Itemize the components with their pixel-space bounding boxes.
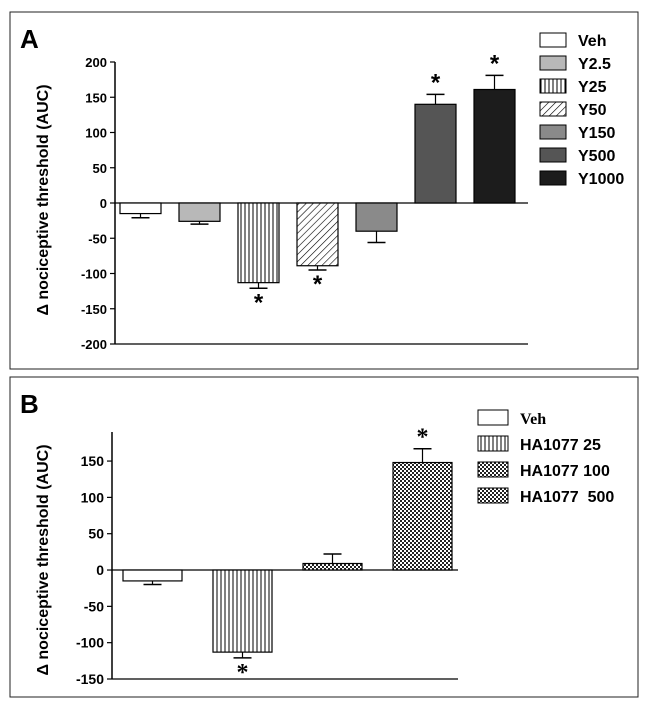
panel-a-bar xyxy=(296,202,339,267)
panel-a-bar xyxy=(119,202,162,215)
panel-b-y-tick-label: -50 xyxy=(84,598,104,614)
panel-b-label: B xyxy=(20,389,39,419)
panel-a-legend-swatch xyxy=(539,170,567,186)
panel-a-bar xyxy=(178,202,221,222)
panel-a-y-tick-label: 150 xyxy=(85,90,107,105)
panel-a-y-tick-label: 100 xyxy=(85,126,107,141)
panel-a-legend-swatch xyxy=(539,124,567,140)
panel-b-significance-star: * xyxy=(237,660,249,686)
panel-b-legend-swatch xyxy=(477,487,509,504)
panel-b-y-tick-label: -100 xyxy=(76,635,104,651)
panel-b-legend-label: HA1077 500 xyxy=(520,489,614,506)
panel-b-bars: ** xyxy=(122,425,453,686)
panel-b: B Δ nociceptive threshold (AUC) -150 -100… xyxy=(9,376,639,698)
panel-a-y-tick-label: -150 xyxy=(81,302,107,317)
panel-b-y-tick-label: 100 xyxy=(81,489,105,505)
panel-a-y-tick-label: -200 xyxy=(81,337,107,352)
panel-b-y-tick-label: 0 xyxy=(96,562,104,578)
panel-a-bar xyxy=(237,202,280,284)
panel-a-bar xyxy=(414,103,457,204)
panel-b-bar xyxy=(392,461,453,571)
panel-b-legend-swatch xyxy=(477,409,509,426)
panel-b-legend-swatch xyxy=(477,461,509,478)
panel-a-y-axis-label: Δ nociceptive threshold (AUC) xyxy=(35,84,52,315)
panel-b-legend-label: HA1077 100 xyxy=(520,463,610,480)
panel-a-bar xyxy=(473,88,516,204)
panel-a-significance-star: * xyxy=(254,289,264,316)
panel-b-bar xyxy=(122,569,183,582)
panel-a: A Δ nociceptive threshold (AUC) -200 -150… xyxy=(9,11,639,370)
panel-b-frame xyxy=(9,376,639,698)
panel-b-bar xyxy=(212,569,273,653)
panel-a-legend-label: Y50 xyxy=(578,102,607,119)
panel-a-bar xyxy=(355,202,398,232)
panel-b-significance-star: * xyxy=(417,425,429,451)
panel-a-legend-label: Y500 xyxy=(578,148,615,165)
panel-a-y-tick-label: 50 xyxy=(93,161,107,176)
panel-a-significance-star: * xyxy=(490,50,500,77)
panel-a-legend-swatch xyxy=(539,55,567,71)
panel-b-legend-swatch xyxy=(477,435,509,452)
panel-a-legend-swatch xyxy=(539,32,567,48)
panel-a-legend-label: Y25 xyxy=(578,79,607,96)
panel-a-legend: Veh Y2.5 Y25 Y50 Y150 Y500 Y1000 xyxy=(539,32,624,188)
panel-a-legend-label: Y150 xyxy=(578,125,615,142)
panel-a-significance-star: * xyxy=(431,69,441,96)
panel-a-legend-swatch xyxy=(539,78,567,94)
panel-a-legend-label: Veh xyxy=(578,33,606,50)
panel-a-bars: * * * * xyxy=(119,50,516,316)
panel-b-legend-label: HA1077 25 xyxy=(520,437,601,454)
panel-b-y-tick-label: 50 xyxy=(88,526,104,542)
panel-a-legend-swatch xyxy=(539,147,567,163)
panel-a-legend-label: Y1000 xyxy=(578,171,624,188)
panel-a-y-tick-label: -50 xyxy=(88,231,107,246)
panel-b-y-tick-label: 150 xyxy=(81,453,105,469)
panel-b-legend: Veh HA1077 25 HA1077 100 HA1077 500 xyxy=(477,409,614,506)
panel-a-significance-star: * xyxy=(313,271,323,298)
panel-a-y-tick-label: 200 xyxy=(85,55,107,70)
panel-a-label: A xyxy=(20,24,39,54)
panel-b-legend-label: Veh xyxy=(520,411,546,428)
panel-a-legend-swatch xyxy=(539,101,567,117)
panel-a-legend-label: Y2.5 xyxy=(578,56,611,73)
panel-a-y-tick-label: -100 xyxy=(81,267,107,282)
panel-a-y-tick-label: 0 xyxy=(100,196,107,211)
panel-b-y-tick-label: -150 xyxy=(76,671,104,687)
panel-b-bar xyxy=(302,562,363,571)
panel-a-frame xyxy=(9,11,639,370)
panel-a-axes: -200 -150 -100 -50 0 50 100 150 200 xyxy=(81,55,528,352)
panel-b-y-axis-label: Δ nociceptive threshold (AUC) xyxy=(35,444,52,675)
